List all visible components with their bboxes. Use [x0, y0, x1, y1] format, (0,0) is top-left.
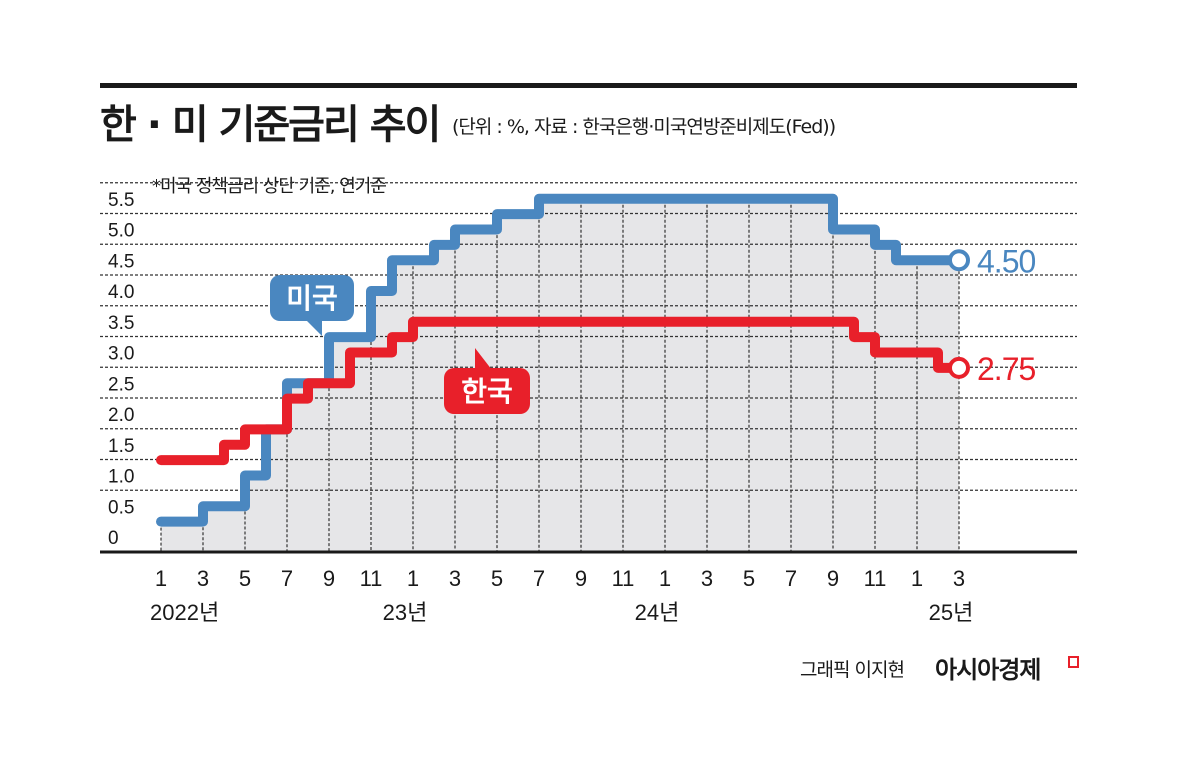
x-tick-label: 9	[323, 566, 335, 591]
y-tick-label: 0	[108, 528, 119, 549]
y-tick-label: 1.0	[108, 467, 134, 488]
kr-end-marker-icon	[948, 356, 970, 379]
x-tick-label: 5	[239, 566, 251, 591]
chart-title: 한 · 미 기준금리 추이	[100, 102, 441, 148]
y-tick-label: 4.0	[108, 282, 134, 303]
x-tick-label: 11	[360, 566, 383, 591]
x-tick-label: 1	[155, 566, 167, 591]
x-tick-label: 3	[953, 566, 965, 591]
us-callout-tail	[305, 319, 322, 336]
us-callout	[270, 275, 354, 321]
y-tick-label: 1.5	[108, 436, 134, 457]
x-tick-label: 7	[533, 566, 545, 591]
x-tick-label: 1	[659, 566, 671, 591]
chart-subtitle: (단위 : %, 자료 : 한국은행·미국연방준비제도(Fed))	[452, 116, 836, 138]
x-tick-label: 3	[701, 566, 713, 591]
top-rule	[100, 83, 1077, 88]
brand-mark-icon	[1068, 656, 1079, 668]
kr-callout-label: 한국	[461, 375, 513, 408]
kr-end-value: 2.75	[977, 351, 1035, 387]
year-label: 23년	[383, 600, 428, 625]
x-tick-label: 3	[197, 566, 209, 591]
us-end-value: 4.50	[977, 243, 1035, 279]
brand-logo: 아시아경제	[935, 656, 1041, 684]
x-tick-label: 11	[864, 566, 887, 591]
y-tick-label: 3.0	[108, 344, 134, 365]
graphic-credit: 그래픽 이지현	[800, 659, 905, 681]
kr-callout-tail	[475, 348, 492, 370]
x-tick-label: 7	[785, 566, 797, 591]
x-tick-label: 5	[743, 566, 755, 591]
y-tick-label: 5.0	[108, 221, 134, 242]
kr-callout	[444, 368, 530, 414]
area-fill	[161, 198, 959, 552]
x-tick-label: 9	[827, 566, 839, 591]
y-tick-label: 3.5	[108, 313, 134, 334]
kr-rate-line	[156, 316, 964, 466]
y-tick-label: 2.5	[108, 374, 134, 395]
y-tick-label: 5.5	[108, 190, 134, 211]
x-tick-label: 11	[612, 566, 635, 591]
x-tick-label: 9	[575, 566, 587, 591]
year-label: 24년	[635, 600, 680, 625]
us-callout-label: 미국	[286, 282, 338, 315]
x-tick-label: 1	[911, 566, 923, 591]
y-tick-label: 0.5	[108, 497, 134, 518]
us-end-marker-icon	[948, 249, 970, 272]
x-tick-label: 1	[407, 566, 419, 591]
y-tick-label: 4.5	[108, 251, 134, 272]
y-tick-label: 2.0	[108, 405, 134, 426]
x-tick-label: 3	[449, 566, 461, 591]
year-label: 25년	[929, 600, 974, 625]
chart-note: *미국 정책금리 상단 기준, 연기준	[152, 176, 387, 197]
x-tick-label: 5	[491, 566, 503, 591]
year-label: 2022년	[150, 600, 219, 625]
x-tick-label: 7	[281, 566, 293, 591]
